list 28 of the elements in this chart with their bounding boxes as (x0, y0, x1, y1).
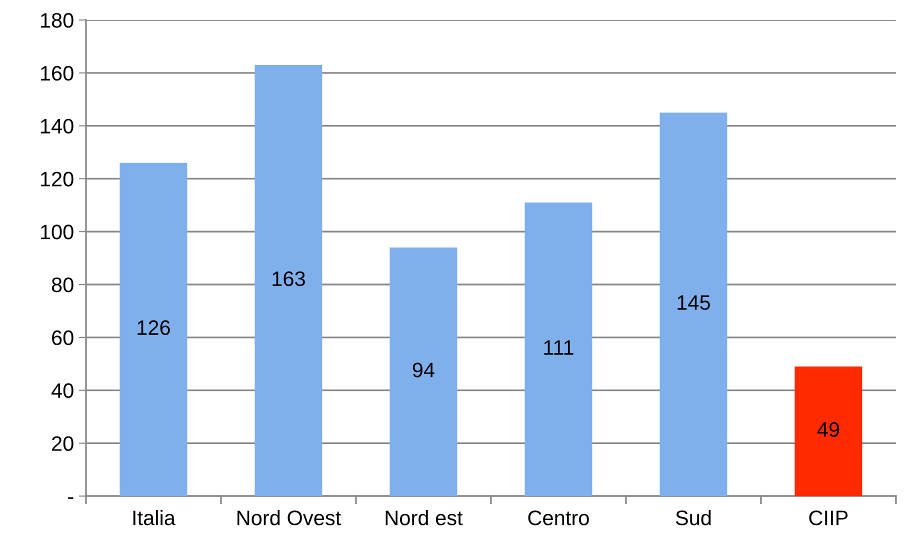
bar (254, 64, 322, 496)
data-label: 163 (272, 271, 305, 286)
x-tick-label: Nord Ovest (238, 510, 341, 526)
y-tick-label: - (68, 497, 74, 499)
y-tick-label: 40 (51, 383, 74, 398)
data-label: 126 (138, 320, 170, 336)
bar (120, 162, 188, 496)
data-label: 49 (817, 422, 840, 437)
x-tick-label: Nord est (386, 510, 463, 526)
x-tick-label: Sud (676, 510, 711, 526)
data-label: 111 (544, 340, 574, 355)
y-tick-label: 160 (41, 66, 74, 81)
data-label: 94 (412, 362, 434, 378)
y-tick-label: 120 (41, 172, 74, 186)
x-tick-label: Italia (133, 510, 176, 526)
y-tick-label: 20 (52, 436, 74, 451)
x-tick-label: CIIP (809, 510, 848, 526)
y-tick-label: 180 (41, 13, 74, 28)
bar (660, 112, 728, 496)
y-tick-label: 60 (52, 330, 74, 346)
bar (524, 202, 592, 496)
y-tick-label: 80 (52, 278, 74, 292)
data-label: 145 (678, 295, 710, 310)
bar (794, 366, 862, 496)
bar (390, 247, 458, 496)
y-tick-label: 140 (41, 118, 74, 134)
y-tick-label: 100 (41, 224, 74, 240)
x-tick-label: Centro (528, 510, 589, 526)
